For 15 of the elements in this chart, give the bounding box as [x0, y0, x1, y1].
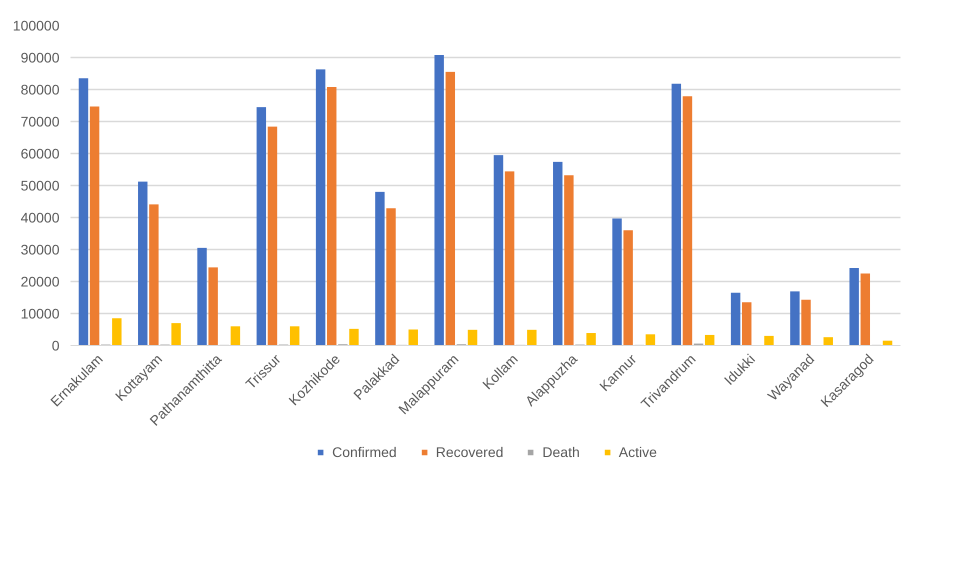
y-tick-label: 40000: [20, 210, 60, 226]
legend-label: Death: [542, 444, 580, 460]
y-tick-label: 80000: [20, 82, 60, 98]
y-tick-label: 0: [52, 338, 60, 354]
y-tick-label: 100000: [12, 18, 60, 34]
y-tick-label: 30000: [20, 242, 60, 258]
y-tick-label: 60000: [20, 146, 60, 162]
legend-label: Confirmed: [332, 444, 397, 460]
legend-label: Recovered: [436, 444, 504, 460]
y-tick-label: 70000: [20, 114, 60, 130]
y-tick-label: 20000: [20, 274, 60, 290]
legend-label: Active: [618, 444, 657, 460]
y-tick-label: 10000: [20, 306, 60, 322]
y-tick-label: 90000: [20, 50, 60, 66]
y-tick-label: 50000: [20, 178, 60, 194]
